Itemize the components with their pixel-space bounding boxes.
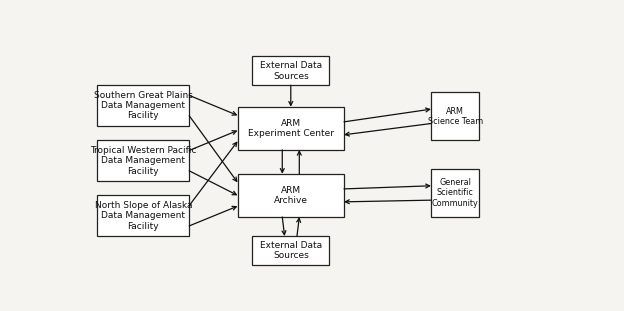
Text: Southern Great Plains
Data Management
Facility: Southern Great Plains Data Management Fa…: [94, 91, 193, 120]
FancyArrowPatch shape: [189, 116, 236, 181]
FancyBboxPatch shape: [431, 169, 479, 217]
FancyArrowPatch shape: [280, 150, 284, 172]
Text: ARM
Experiment Center: ARM Experiment Center: [248, 118, 334, 138]
FancyArrowPatch shape: [189, 131, 236, 151]
FancyArrowPatch shape: [297, 218, 301, 236]
Text: Tropical Western Pacific
Data Management
Facility: Tropical Western Pacific Data Management…: [90, 146, 197, 175]
FancyArrowPatch shape: [189, 171, 236, 195]
Text: External Data
Sources: External Data Sources: [260, 61, 322, 81]
FancyArrowPatch shape: [345, 123, 431, 136]
FancyBboxPatch shape: [97, 140, 189, 181]
FancyArrowPatch shape: [189, 206, 236, 226]
FancyArrowPatch shape: [189, 95, 236, 115]
FancyArrowPatch shape: [289, 85, 293, 105]
Text: General
Scientific
Community: General Scientific Community: [432, 178, 479, 208]
FancyBboxPatch shape: [252, 236, 329, 265]
FancyBboxPatch shape: [238, 174, 344, 217]
FancyArrowPatch shape: [344, 184, 430, 189]
Text: External Data
Sources: External Data Sources: [260, 241, 322, 260]
Text: ARM
Archive: ARM Archive: [274, 186, 308, 205]
FancyBboxPatch shape: [97, 195, 189, 236]
FancyArrowPatch shape: [298, 151, 301, 174]
FancyBboxPatch shape: [431, 92, 479, 140]
FancyArrowPatch shape: [345, 200, 431, 204]
FancyArrowPatch shape: [344, 108, 430, 122]
Text: ARM
Science Team: ARM Science Team: [427, 107, 483, 126]
FancyBboxPatch shape: [97, 85, 189, 126]
FancyBboxPatch shape: [238, 107, 344, 150]
FancyArrowPatch shape: [189, 142, 236, 206]
FancyArrowPatch shape: [282, 217, 286, 235]
FancyBboxPatch shape: [252, 57, 329, 85]
Text: North Slope of Alaska
Data Management
Facility: North Slope of Alaska Data Management Fa…: [95, 201, 192, 231]
